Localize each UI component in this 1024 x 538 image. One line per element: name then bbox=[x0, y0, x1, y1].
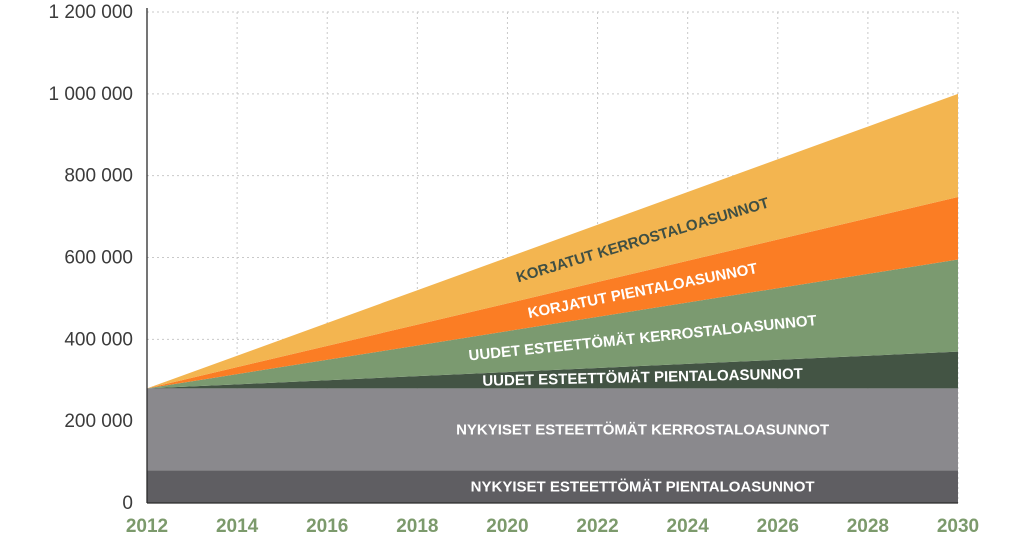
series-label: NYKYISET ESTEETTÖMÄT KERROSTALOASUNNOT bbox=[456, 421, 829, 438]
y-tick-label: 600 000 bbox=[64, 248, 133, 269]
area-series-2 bbox=[147, 351, 958, 389]
x-tick-label: 2026 bbox=[757, 516, 799, 537]
x-tick-label: 2014 bbox=[216, 516, 259, 537]
y-tick-label: 0 bbox=[122, 493, 133, 514]
area-series bbox=[147, 93, 958, 503]
y-tick-label: 1 000 000 bbox=[48, 84, 133, 105]
series-label: NYKYISET ESTEETTÖMÄT PIENTALOASUNNOT bbox=[471, 479, 815, 496]
area-series-0 bbox=[147, 470, 958, 503]
x-tick-label: 2022 bbox=[576, 516, 618, 537]
x-tick-label: 2012 bbox=[126, 516, 168, 537]
x-tick-label: 2018 bbox=[396, 516, 438, 537]
x-axis-tick-labels: 2012 2014 2016 2018 2020 2022 2024 2026 2028 2030 bbox=[126, 516, 979, 537]
y-tick-label: 1 200 000 bbox=[48, 2, 133, 23]
y-axis-tick-labels: 0 200 000 400 000 600 000 800 000 1 000 000 1 … bbox=[48, 2, 133, 514]
x-tick-label: 2020 bbox=[486, 516, 528, 537]
x-tick-label: 2016 bbox=[306, 516, 348, 537]
area-series-1 bbox=[147, 388, 958, 471]
y-tick-label: 200 000 bbox=[64, 411, 133, 432]
y-tick-label: 800 000 bbox=[64, 166, 133, 187]
y-tick-label: 400 000 bbox=[64, 329, 133, 350]
axes bbox=[146, 8, 958, 504]
x-tick-label: 2028 bbox=[847, 516, 889, 537]
x-tick-label: 2024 bbox=[667, 516, 710, 537]
x-tick-label: 2030 bbox=[937, 516, 979, 537]
